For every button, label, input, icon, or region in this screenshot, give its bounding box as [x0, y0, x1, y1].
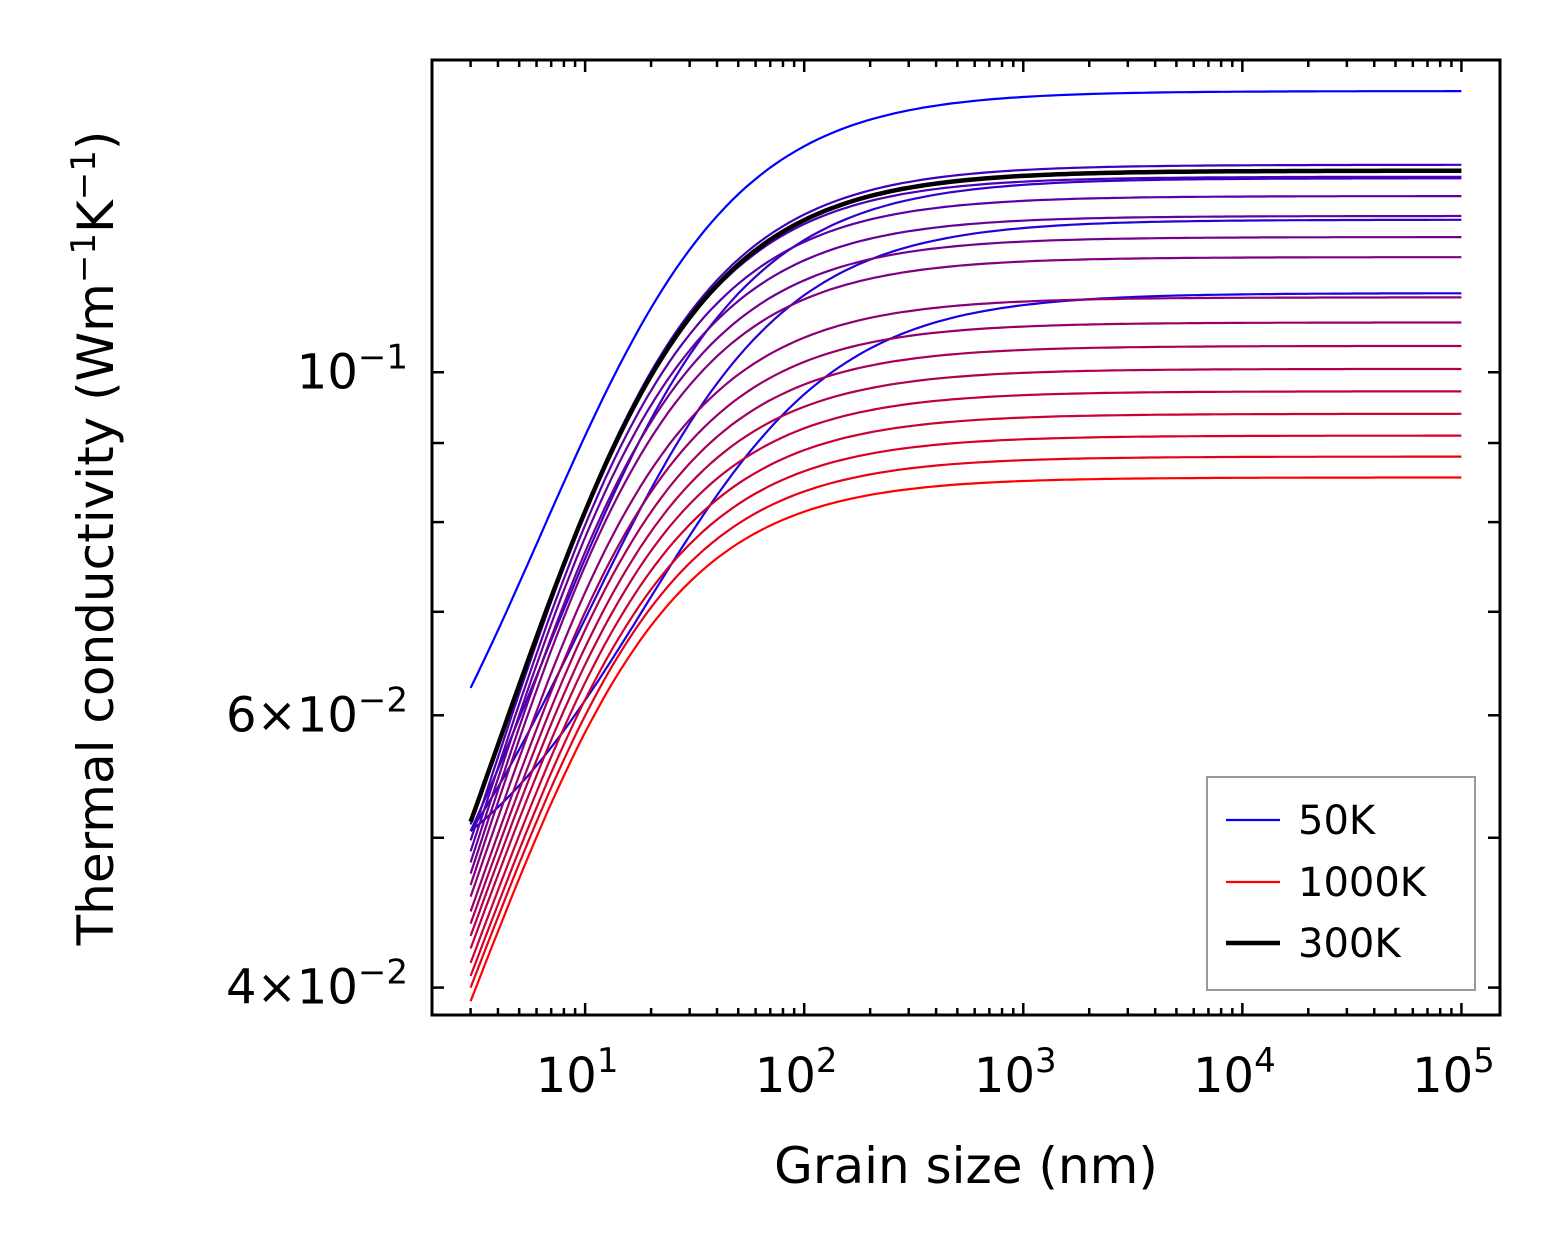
y-axis-label-k: K	[67, 199, 125, 233]
y-tick-labels: 10−1 6×10−2 4×10−2	[226, 337, 408, 1015]
series-line-temp-13	[469, 367, 1462, 937]
series-line-temp-8	[469, 236, 1462, 874]
x-tick-label: 104	[1193, 1041, 1276, 1104]
series-line-temp-1	[469, 292, 1462, 832]
series-line-300k	[468, 168, 1462, 823]
series-line-temp-16	[469, 434, 1462, 977]
x-tick-label: 102	[755, 1041, 838, 1104]
y-axis-label-exp2: −1	[64, 150, 104, 200]
series-layer	[468, 89, 1462, 1002]
series-line-temp-10	[469, 296, 1462, 898]
series-line-1000k	[469, 476, 1462, 1002]
x-tick-label: 101	[536, 1041, 619, 1104]
series-line-temp-9	[469, 256, 1462, 886]
y-axis-label: Thermal conductivity (Wm−1K−1)	[64, 131, 125, 947]
series-line-temp-7	[469, 214, 1462, 863]
series-line-temp-15	[469, 412, 1462, 964]
x-tick-label: 103	[974, 1041, 1057, 1104]
legend-label-1000k: 1000K	[1298, 860, 1428, 906]
y-tick-label: 10−1	[297, 337, 408, 400]
y-axis-label-exp1: −1	[64, 233, 104, 283]
x-tick-label: 105	[1412, 1041, 1495, 1104]
x-axis-label: Grain size (nm)	[774, 1137, 1158, 1195]
legend-box	[1206, 776, 1476, 991]
series-line-temp-14	[469, 390, 1462, 949]
y-axis-label-close: )	[67, 131, 125, 151]
series-line-temp-11	[469, 321, 1462, 912]
legend-label-50k: 50K	[1298, 798, 1377, 844]
y-tick-label: 6×10−2	[226, 680, 408, 743]
legend: 50K 1000K 300K	[1206, 776, 1476, 991]
series-line-temp-12	[469, 344, 1462, 924]
y-tick-label: 4×10−2	[226, 953, 408, 1016]
y-axis-label-main: Thermal conductivity (Wm	[67, 283, 125, 946]
plot-frame	[430, 58, 1502, 1017]
series-line-temp-17	[469, 455, 1462, 988]
series-line-temp-6	[469, 195, 1462, 852]
x-tick-labels: 101 102 103 104 105	[536, 1041, 1495, 1104]
legend-label-300k: 300K	[1298, 921, 1402, 967]
series-line-50k	[469, 89, 1462, 689]
